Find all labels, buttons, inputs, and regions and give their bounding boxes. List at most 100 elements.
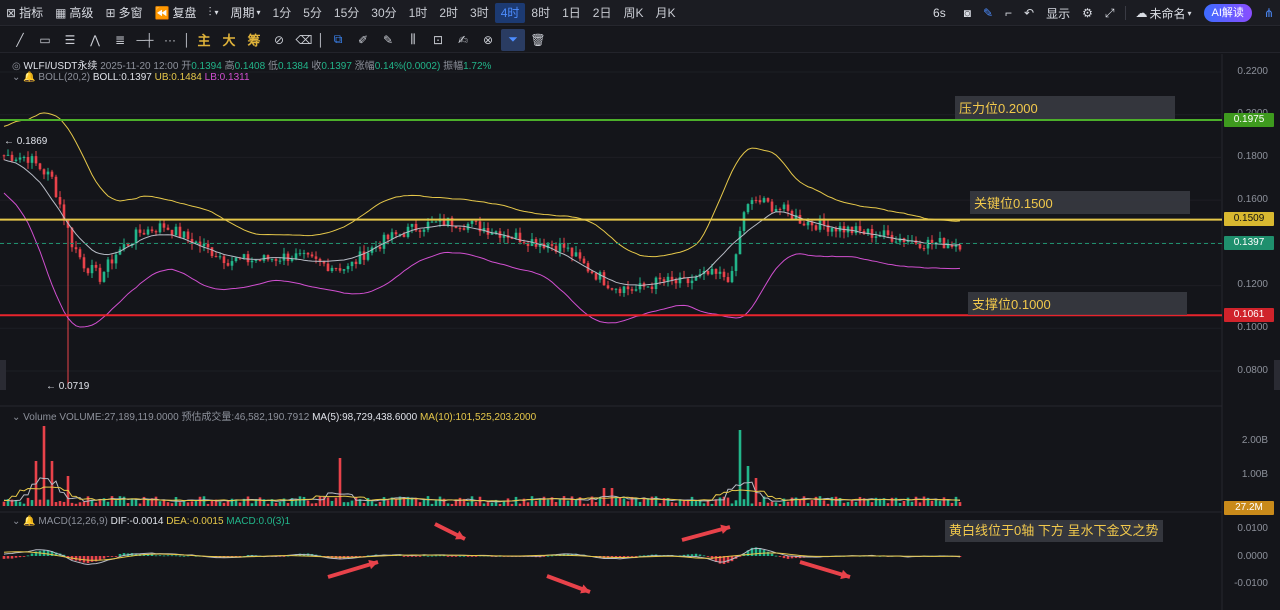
chevron-down-icon[interactable]: ⌄ <box>12 516 21 527</box>
volume-bar <box>866 498 870 506</box>
candle-body <box>62 204 66 221</box>
resistance-annotation[interactable]: 压力位0.2000 <box>955 96 1175 119</box>
left-collapse-handle[interactable] <box>0 360 6 390</box>
filter-icon[interactable]: ⏷ <box>501 28 525 51</box>
chevron-down-icon[interactable]: ⌄ <box>12 72 21 83</box>
period-1[interactable]: 5分 <box>303 5 322 20</box>
candle-body <box>6 154 10 156</box>
eraser-icon[interactable]: ⌫ <box>295 32 313 47</box>
key-level-annotation[interactable]: 关键位0.1500 <box>970 191 1190 214</box>
share-icon[interactable]: ⋔ <box>1263 6 1274 20</box>
macd-histogram-bar <box>706 556 710 557</box>
candle-body <box>366 252 370 260</box>
magnet-icon[interactable]: ⊘ <box>273 32 285 47</box>
period-7[interactable]: 4时 <box>494 2 526 23</box>
parallel-channel-icon[interactable]: ☰ <box>64 32 76 47</box>
volume-bar <box>918 502 922 506</box>
lock-icon[interactable]: ⊡ <box>432 32 444 47</box>
candle-body <box>362 251 366 260</box>
trend-line-icon[interactable]: ╱ <box>16 32 24 47</box>
candle-body <box>350 261 354 267</box>
volume-bar <box>62 501 66 506</box>
volume-legend: ⌄ Volume VOLUME:27,189,119.0000 预估成交量:46… <box>12 412 537 423</box>
horizontal-line-icon[interactable]: ─┼ <box>136 32 154 47</box>
candle-body <box>22 156 26 158</box>
display-button[interactable]: 显示 <box>1046 6 1071 21</box>
candle-body <box>26 156 30 163</box>
trash-icon[interactable]: 🗑 <box>530 32 546 47</box>
ai-analysis-button[interactable]: AI解读 <box>1203 4 1252 22</box>
volume-bar <box>254 498 258 506</box>
macd-histogram-bar <box>170 555 174 557</box>
bell-icon[interactable]: 🔔 <box>23 72 36 83</box>
link-icon[interactable]: ⊗ <box>482 32 494 47</box>
volume-bar <box>382 497 386 506</box>
volume-bar <box>162 499 166 506</box>
volume-bar <box>354 496 358 506</box>
wave-pattern-icon[interactable]: ⋀ <box>90 32 100 47</box>
period-10[interactable]: 2日 <box>592 5 612 20</box>
macd-histogram-bar <box>546 555 550 557</box>
undo-icon[interactable]: ↶ <box>1024 6 1035 20</box>
big-order-tool[interactable]: 大 <box>222 33 236 48</box>
period-2[interactable]: 15分 <box>333 5 360 20</box>
macd-annotation[interactable]: 黄白线位于0轴 下方 呈水下金叉之势 <box>945 520 1163 542</box>
multi-window-button[interactable]: ⊞ 多窗 <box>105 5 143 21</box>
candle-body <box>618 288 622 294</box>
period-8[interactable]: 8时 <box>531 5 551 20</box>
volume-bar <box>666 498 670 506</box>
crop-icon[interactable]: ⌐ <box>1005 6 1013 20</box>
fullscreen-icon[interactable]: ⤢ <box>1104 5 1115 20</box>
period-5[interactable]: 2时 <box>439 5 459 20</box>
candle-body <box>822 218 826 225</box>
advanced-button[interactable]: ▦ 高级 <box>55 5 94 21</box>
rectangle-icon[interactable]: ▭ <box>39 32 51 47</box>
period-11[interactable]: 周K <box>623 5 644 20</box>
macd-histogram-bar <box>18 556 22 558</box>
volume-bar <box>146 498 150 506</box>
gear-icon[interactable]: ⚙ <box>1082 6 1093 20</box>
volume-bar <box>6 499 10 506</box>
copy-icon[interactable]: ⧉ <box>333 32 343 46</box>
edit-icon[interactable]: ✍ <box>457 32 469 47</box>
volume-bar <box>170 503 174 506</box>
chart-canvas[interactable] <box>0 54 1280 610</box>
pen-icon[interactable]: ✎ <box>382 32 394 47</box>
period-3[interactable]: 30分 <box>371 5 397 20</box>
volume-bar <box>150 498 154 506</box>
volume-bar <box>950 502 954 506</box>
cloud-layout-button[interactable]: ☁ 未命名 ▾ <box>1135 6 1192 21</box>
indicators-button[interactable]: ⊠ 指标 <box>6 5 44 21</box>
camera-icon[interactable]: ◙ <box>963 6 971 20</box>
period-0[interactable]: 1分 <box>272 5 292 20</box>
period-dropdown[interactable]: 周期 ▾ <box>230 6 261 20</box>
macd-histogram-bar <box>106 556 110 557</box>
period-12[interactable]: 月K <box>655 5 676 20</box>
candle-body <box>554 245 558 252</box>
candle-body <box>46 171 50 175</box>
pencil-icon[interactable]: ✎ <box>982 6 994 20</box>
volume-bar <box>250 503 254 506</box>
more-tools-icon[interactable]: ··· <box>164 32 176 47</box>
support-annotation[interactable]: 支撑位0.1000 <box>968 292 1187 315</box>
right-collapse-handle[interactable] <box>1274 360 1280 390</box>
volume-bar <box>770 501 774 506</box>
period-6[interactable]: 3时 <box>470 5 489 20</box>
bars-pattern-icon[interactable]: ⫼ <box>410 32 416 46</box>
macd-histogram-bar <box>146 554 150 556</box>
volume-bar <box>550 497 554 506</box>
candle-body <box>430 221 434 223</box>
period-4[interactable]: 1时 <box>408 5 428 20</box>
macd-histogram-bar <box>2 556 6 559</box>
chevron-down-icon[interactable]: ⌄ <box>12 412 21 423</box>
chart-type-button[interactable]: ⫶ ▾ <box>202 0 224 26</box>
eye-icon[interactable]: ◎ <box>12 61 21 72</box>
fibonacci-icon[interactable]: ≣ <box>114 32 126 47</box>
replay-button[interactable]: ⏪ 复盘 <box>154 5 197 21</box>
volume-bar <box>906 497 910 506</box>
bell-icon[interactable]: 🔔 <box>23 516 36 527</box>
main-force-tool[interactable]: 主 <box>197 33 211 48</box>
period-9[interactable]: 1日 <box>562 5 581 20</box>
brush-icon[interactable]: ✐ <box>357 32 369 47</box>
chip-tool[interactable]: 筹 <box>247 33 261 48</box>
